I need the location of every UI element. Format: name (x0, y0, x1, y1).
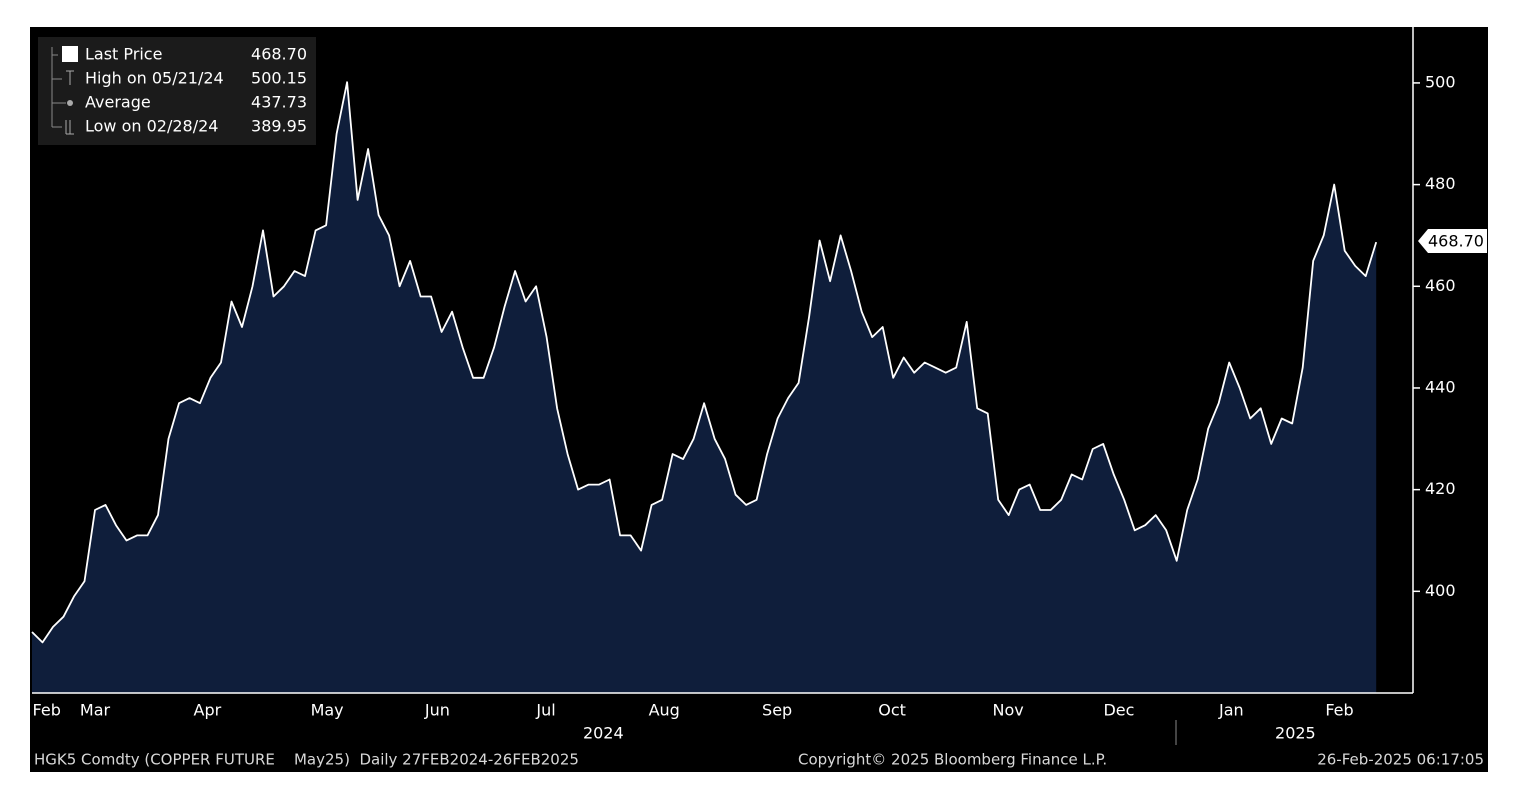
legend-box (38, 37, 316, 145)
legend-name: High on 05/21/24 (85, 69, 224, 88)
x-tick-label: Apr (194, 701, 222, 720)
x-year-label: 2024 (583, 724, 624, 743)
footer-copyright: Copyright© 2025 Bloomberg Finance L.P. (798, 751, 1107, 769)
plot (31, 81, 1378, 693)
price-line (31, 81, 1378, 644)
legend-value: 500.15 (251, 69, 307, 88)
legend-tree (51, 47, 66, 128)
x-tick-label: Aug (649, 701, 680, 720)
last-price-tag-label: 468.70 (1428, 232, 1484, 251)
x-tick-label: Oct (878, 701, 906, 720)
x-tick-label: May (311, 701, 344, 720)
footer-security: HGK5 Comdty (COPPER FUTURE May25) Daily … (34, 751, 579, 769)
x-tick-label: Sep (762, 701, 792, 720)
legend-value: 389.95 (251, 117, 307, 136)
legend-name: Low on 02/28/24 (85, 117, 218, 136)
y-tick-label: 460 (1425, 276, 1456, 295)
y-tick-label: 500 (1425, 72, 1456, 91)
legend-name: Last Price (85, 45, 162, 64)
legend-swatch (62, 46, 78, 62)
x-tick-label: Feb (33, 701, 61, 720)
x-year-label: 2025 (1275, 724, 1316, 743)
x-tick-label: Mar (80, 701, 111, 720)
y-tick-label: 440 (1425, 377, 1456, 396)
y-tick-label: 420 (1425, 479, 1456, 498)
x-tick-label: Jan (1218, 701, 1244, 720)
legend-name: Average (85, 93, 151, 112)
x-tick-label: Jun (424, 701, 450, 720)
legend-icon (67, 100, 73, 106)
y-tick-label: 480 (1425, 174, 1456, 193)
last-price-tag (1418, 229, 1487, 253)
x-tick-label: Feb (1325, 701, 1353, 720)
legend-icons (65, 70, 74, 135)
x-tick-label: Dec (1103, 701, 1134, 720)
legend-value: 468.70 (251, 45, 307, 64)
y-tick-label: 400 (1425, 581, 1456, 600)
footer-timestamp: 26-Feb-2025 06:17:05 (1317, 751, 1484, 769)
legend-value: 437.73 (251, 93, 307, 112)
price-area (32, 82, 1377, 693)
x-tick-label: Nov (993, 701, 1024, 720)
x-tick-label: Jul (535, 701, 555, 720)
